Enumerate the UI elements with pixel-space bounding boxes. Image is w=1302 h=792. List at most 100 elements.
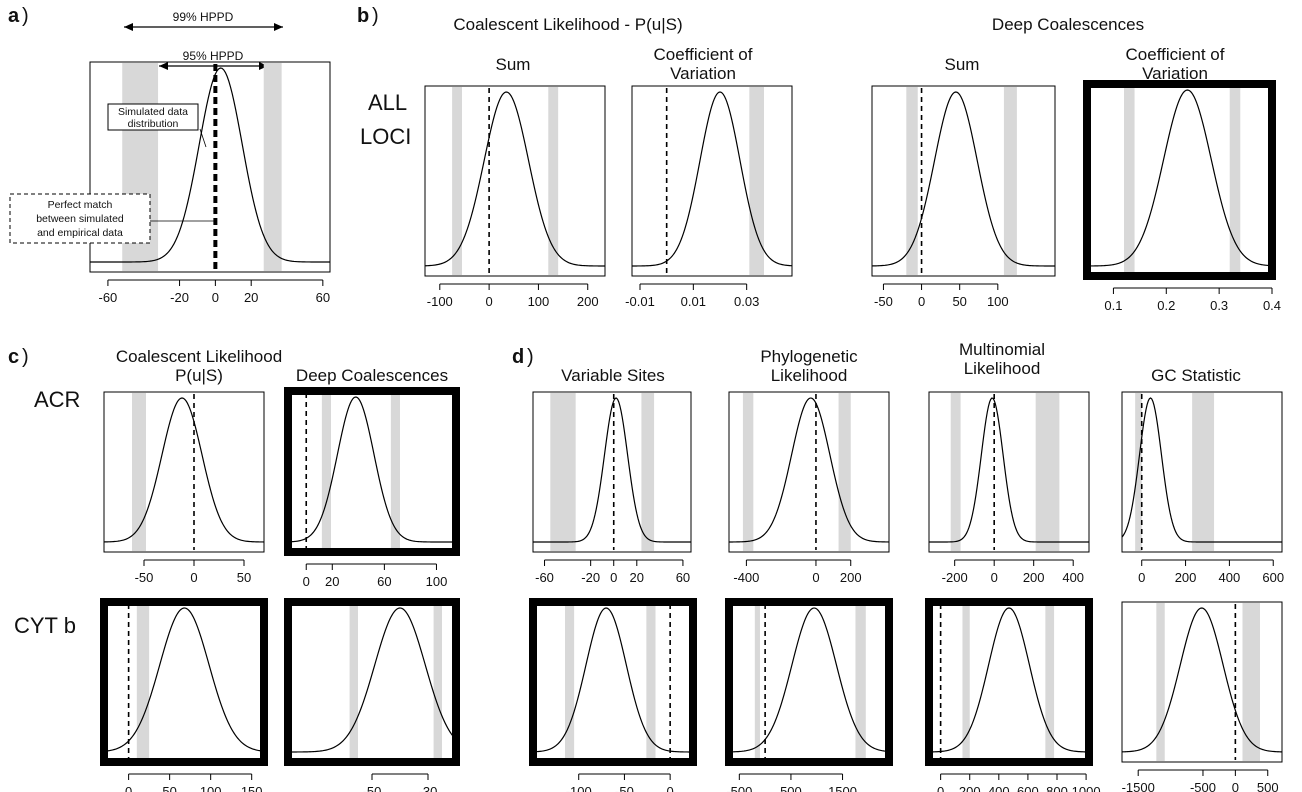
panel-paren-d: ) [527,346,534,368]
x-tick-label-2: 200 [840,570,862,585]
x-tick-label-2: 0 [1232,780,1239,792]
plot-frame [89,61,331,273]
plot-frame [1121,601,1283,763]
header-b-cv-2-line1: Coefficient of [1126,45,1225,64]
x-tick-label-1: 0.2 [1157,298,1175,313]
chart-b-all-coal-sum: -100 0 100 200 [424,85,606,309]
x-tick-label-0: -100 [566,784,592,792]
panel-letter-c: c [8,346,19,368]
x-tick-label-1: -30 [419,784,438,792]
chart-d-acr-gc: 0 200 400 600 [1121,391,1284,585]
hppd-band-1 [1229,85,1241,275]
x-tick-label-2: 0 [667,784,674,792]
chart-panels: -60 -20 0 20 60 -100 0 100 200 -0.01 0.01 0.03 -50 0 5… [89,61,1284,792]
x-tick-label-1: 0.01 [681,294,706,309]
density-curve [288,607,457,753]
hppd-band-1 [855,603,866,761]
plot-frame [728,391,890,553]
density-curve [90,67,330,263]
x-tick-label-1: -50 [615,784,634,792]
x-tick-label-1: 0 [190,570,197,585]
x-tick-label-1: 500 [780,784,802,792]
row-label-cytb: CYT b [14,613,76,638]
hppd95-arrow-right-head [259,62,268,70]
chart-d-cyt-phy: -500 500 1500 [725,598,893,792]
hppd99-label: 99% HPPD [173,10,234,24]
x-tick-label-3: 600 [1017,784,1039,792]
hppd-band-0 [1124,85,1135,275]
chart-d-acr-var: -60 -20 0 20 60 [532,391,692,585]
x-tick-label-2: 100 [200,784,222,792]
chart-d-cyt-gc: -1500 -500 0 500 [1121,601,1283,792]
x-tick-label-0: 0 [125,784,132,792]
density-curve [928,607,1090,753]
x-tick-label-0: -50 [874,294,893,309]
chart-d-acr-phy: -400 0 200 [728,391,890,585]
highlighted-frame [529,598,697,766]
plot-frame [532,391,692,553]
x-tick-label-3: 150 [241,784,263,792]
x-tick-label-3: 400 [1062,570,1084,585]
hppd-band-1 [1045,603,1055,761]
x-tick-label-2: 100 [528,294,550,309]
x-tick-label-0: 0 [303,574,310,589]
plot-frame [1121,391,1283,553]
density-curve [1121,607,1283,753]
hppd-band-0 [565,603,575,761]
x-tick-label-1: 50 [162,784,176,792]
x-tick-label-1: 200 [1175,570,1197,585]
x-tick-label-0: -0.01 [625,294,655,309]
header-c-coal-line2: P(u|S) [175,366,223,385]
hppd-band-0 [749,87,764,275]
x-tick-label-2: 0.03 [734,294,759,309]
row-label-loci: LOCI [360,124,411,149]
x-tick-label-1: -500 [1190,780,1216,792]
x-tick-label-3: 100 [426,574,448,589]
header-b-deep: Deep Coalescences [992,15,1144,34]
header-d-multi-line1: Multinomial [959,340,1045,359]
chart-c-cyt-deep: -50 -30 [284,598,460,792]
header-d-multi-line2: Likelihood [964,359,1041,378]
hppd-band-0 [452,87,462,275]
x-tick-label-3: 20 [630,570,644,585]
x-tick-label-2: 0.3 [1210,298,1228,313]
x-tick-label-0: -50 [135,570,154,585]
header-b-cv-1-line2: Variation [670,64,736,83]
x-tick-label-1: 20 [325,574,339,589]
x-tick-label-2: 400 [1219,570,1241,585]
density-curve [929,397,1089,543]
x-tick-label-0: 0.1 [1104,298,1122,313]
x-tick-label-0: -200 [942,570,968,585]
sim-callout-box [107,103,199,131]
plot-frame [928,391,1090,553]
x-tick-label-0: -500 [726,784,752,792]
plot-frame [424,85,606,277]
hppd-band-1 [263,63,282,271]
x-tick-label-2: 0 [610,570,617,585]
density-curve [533,397,691,543]
header-d-variable-sites: Variable Sites [561,366,665,385]
hppd-band-0 [962,603,970,761]
x-tick-label-2: 200 [1023,570,1045,585]
highlighted-frame [284,598,460,766]
hppd-band-0 [754,603,760,761]
panel-letter-b: b [357,5,369,27]
plot-frame [103,391,265,553]
x-tick-label-3: 200 [577,294,599,309]
hppd-band-1 [838,393,851,551]
hppd-band-0 [742,393,754,551]
header-c-coal-line1: Coalescent Likelihood [116,347,282,366]
plot-frame [871,85,1056,277]
hppd95-label: 95% HPPD [183,49,244,63]
hppd-band-1 [641,393,655,551]
x-tick-label-4: 800 [1046,784,1068,792]
x-tick-label-3: 500 [1257,780,1279,792]
hppd-band-1 [390,392,400,551]
x-tick-label-2: 50 [237,570,251,585]
x-tick-label-4: 60 [676,570,690,585]
hppd95-arrow-left-head [159,62,168,70]
match-callout-line2: between simulated [36,213,124,225]
density-curve [287,396,456,543]
x-tick-label-1: 0 [812,570,819,585]
hppd-band-1 [433,603,442,761]
